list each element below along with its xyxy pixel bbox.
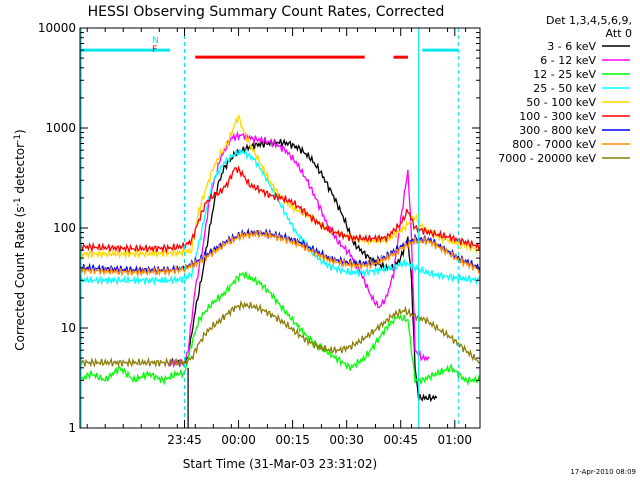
y-axis: 1 10 100 1000 10000 <box>38 21 480 435</box>
x-tick-label: 01:00 <box>437 433 472 447</box>
x-axis-label: Start Time (31-Mar-03 23:31:02) <box>183 457 377 471</box>
x-axis: 23:45 00:00 00:15 00:30 00:45 01:00 <box>86 28 472 447</box>
legend-label-7: 800 - 7000 keV <box>512 138 596 151</box>
legend-label-0: 3 - 6 keV <box>547 40 596 53</box>
x-tick-label: 00:45 <box>383 433 418 447</box>
plot-frame <box>79 27 481 429</box>
legend-label-5: 100 - 300 keV <box>519 110 596 123</box>
y-tick-label: 10000 <box>38 21 76 35</box>
y-axis-label-sup1: -1 <box>13 197 23 206</box>
plot-area <box>79 27 481 429</box>
y-tick-label: 10 <box>61 321 76 335</box>
legend-label-2: 12 - 25 keV <box>533 68 596 81</box>
legend-label-6: 300 - 800 keV <box>519 124 596 137</box>
series-line-1 <box>169 130 430 369</box>
legend-header-2: Att 0 <box>606 27 632 40</box>
x-tick-label: 00:00 <box>221 433 256 447</box>
series-line-7 <box>79 229 481 277</box>
y-tick-label: 1 <box>68 421 76 435</box>
flag-n-label: N <box>152 36 159 46</box>
y-axis-label-sup2: -1 <box>13 134 23 143</box>
x-tick-label: 23:45 <box>167 433 202 447</box>
legend-label-3: 25 - 50 keV <box>533 82 596 95</box>
legend-label-8: 7000 - 20000 keV <box>498 152 596 165</box>
flag-f-label: F <box>152 45 157 55</box>
y-axis-label-mid: detector <box>13 143 27 198</box>
chart-title: HESSI Observing Summary Count Rates, Cor… <box>88 4 445 20</box>
y-axis-label-main: Corrected Count Rate (s <box>13 206 27 350</box>
x-tick-label: 00:15 <box>275 433 310 447</box>
legend-label-4: 50 - 100 keV <box>526 96 596 109</box>
y-axis-label: Corrected Count Rate (s-1 detector-1) <box>13 129 27 350</box>
y-tick-label: 100 <box>53 221 76 235</box>
series-line-0 <box>169 138 438 403</box>
series-line-3 <box>79 148 481 287</box>
series-line-2 <box>79 271 481 387</box>
legend-header-1: Det 1,3,4,5,6,9, <box>546 14 632 27</box>
x-tick-label: 00:30 <box>329 433 364 447</box>
y-tick-label: 1000 <box>45 121 76 135</box>
series-line-8 <box>79 299 481 368</box>
timestamp: 17-Apr-2010 08:09 <box>570 468 636 476</box>
series-line-5 <box>79 165 481 255</box>
legend-label-1: 6 - 12 keV <box>540 54 596 67</box>
y-axis-label-end: ) <box>13 129 27 134</box>
